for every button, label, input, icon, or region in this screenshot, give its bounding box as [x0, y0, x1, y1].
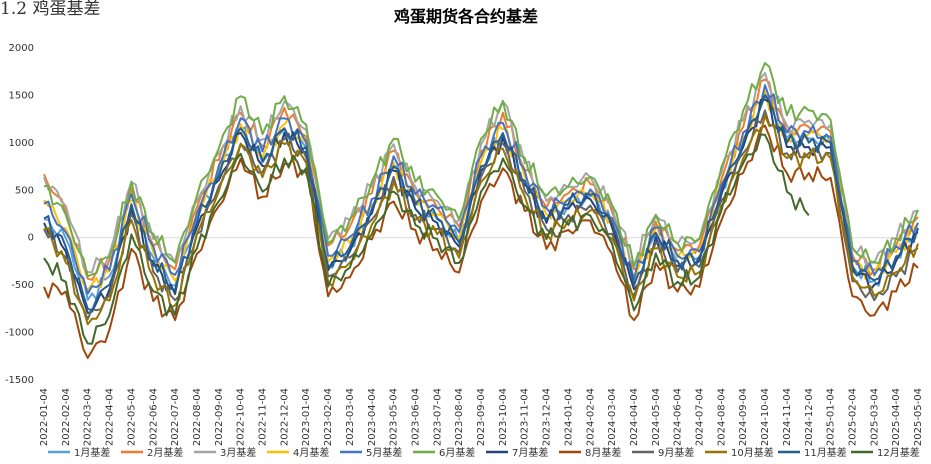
chart-title: 鸡蛋期货各合约基差	[393, 7, 538, 26]
x-tick-label: 2025-04-04	[891, 388, 902, 446]
section-heading: 1.2 鸡蛋基差	[0, 0, 101, 19]
x-tick-label: 2022-04-04	[105, 388, 116, 446]
x-tick-label: 2024-07-04	[695, 388, 706, 446]
series-line-5	[43, 84, 919, 295]
x-tick-label: 2024-11-04	[782, 388, 793, 446]
x-tick-label: 2024-02-04	[585, 388, 596, 446]
x-tick-label: 2022-02-04	[61, 388, 72, 446]
x-tick-label: 2023-04-04	[367, 388, 378, 446]
legend-label: 5月基差	[366, 446, 402, 459]
legend-label: 3月基差	[220, 446, 256, 459]
x-tick-label: 2023-01-04	[301, 388, 312, 446]
y-tick-label: 0	[28, 233, 34, 244]
legend-label: 9月基差	[658, 446, 694, 459]
x-tick-label: 2024-12-04	[804, 388, 815, 446]
x-tick-label: 2023-07-04	[432, 388, 443, 446]
y-tick-label: -1000	[5, 328, 34, 339]
x-tick-label: 2022-07-04	[170, 388, 181, 446]
legend-label: 10月基差	[731, 446, 774, 459]
x-tick-label: 2023-09-04	[476, 388, 487, 446]
x-tick-label: 2024-06-04	[673, 388, 684, 446]
y-tick-label: 2000	[9, 43, 34, 54]
x-tick-label: 2024-03-04	[607, 388, 618, 446]
series-line-6	[43, 62, 919, 278]
series-line-2	[43, 78, 919, 281]
legend-label: 7月基差	[512, 446, 548, 459]
legend-label: 4月基差	[293, 446, 329, 459]
x-tick-label: 2022-08-04	[192, 388, 203, 446]
x-tick-label: 2022-11-04	[258, 388, 269, 446]
y-tick-label: 1500	[9, 90, 34, 101]
x-tick-label: 2022-05-04	[126, 388, 137, 446]
x-tick-label: 2025-02-04	[847, 388, 858, 446]
x-tick-label: 2022-10-04	[236, 388, 247, 446]
x-tick-label: 2023-05-04	[389, 388, 400, 446]
x-tick-label: 2022-09-04	[214, 388, 225, 446]
y-tick-label: -500	[11, 280, 34, 291]
x-tick-label: 2025-05-04	[913, 388, 924, 446]
x-tick-label: 2023-12-04	[542, 388, 553, 446]
x-tick-label: 2022-01-04	[39, 388, 50, 446]
legend-label: 2月基差	[147, 446, 183, 459]
x-tick-label: 2022-03-04	[83, 388, 94, 446]
x-tick-label: 2023-02-04	[323, 388, 334, 446]
series-line-10	[43, 114, 919, 326]
x-tick-label: 2024-05-04	[651, 388, 662, 446]
x-tick-label: 2023-08-04	[454, 388, 465, 446]
x-tick-label: 2022-06-04	[148, 388, 159, 446]
y-tick-label: -1500	[5, 375, 34, 386]
series-layer	[43, 62, 919, 359]
x-tick-label: 2023-10-04	[498, 388, 509, 446]
x-tick-label: 2025-03-04	[869, 388, 880, 446]
x-tick-label: 2024-08-04	[716, 388, 727, 446]
legend-label: 8月基差	[585, 446, 621, 459]
series-line-11	[43, 94, 919, 312]
x-tick-label: 2025-01-04	[826, 388, 837, 446]
x-tick-label: 2022-12-04	[279, 388, 290, 446]
x-tick-label: 2023-06-04	[410, 388, 421, 446]
legend-label: 12月基差	[877, 446, 920, 459]
x-tick-label: 2023-03-04	[345, 388, 356, 446]
x-tick-label: 2023-11-04	[520, 388, 531, 446]
x-tick-label: 2024-04-04	[629, 388, 640, 446]
legend-label: 6月基差	[439, 446, 475, 459]
y-tick-label: 1000	[9, 138, 34, 149]
x-tick-label: 2024-01-04	[563, 388, 574, 446]
legend: 1月基差 2月基差 3月基差 4月基差 5月基差 6月基差 7月基差 8月基差 9月基差 10月基…	[48, 446, 920, 459]
x-tick-label: 2024-09-04	[738, 388, 749, 446]
y-axis: 2000 1500 1000 500 0 -500 -1000 -1500	[5, 43, 34, 386]
legend-label: 1月基差	[74, 446, 110, 459]
x-axis: 2022-01-04 2022-02-04 2022-03-04 2022-04-04…	[39, 237, 924, 446]
series-line-12	[43, 133, 810, 345]
x-tick-label: 2024-10-04	[760, 388, 771, 446]
y-tick-label: 500	[15, 185, 34, 196]
legend-label: 11月基差	[804, 446, 847, 459]
